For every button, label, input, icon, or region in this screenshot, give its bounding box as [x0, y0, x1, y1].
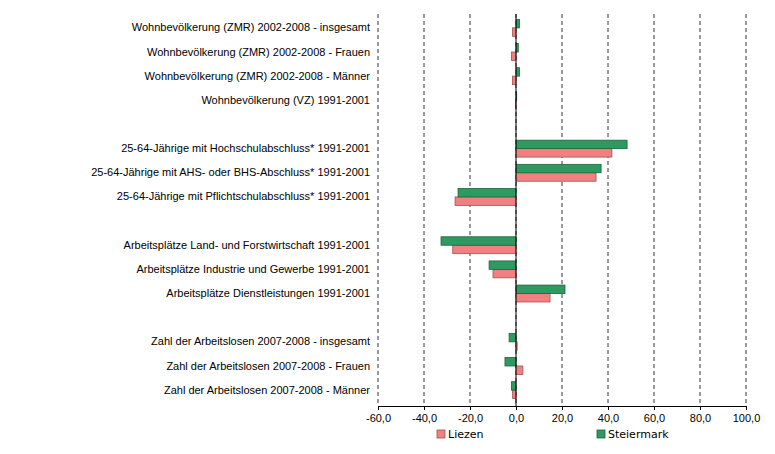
- tick: 0,0: [509, 406, 524, 424]
- legend-swatch: [437, 430, 445, 438]
- tick: 20,0: [552, 406, 573, 424]
- bar: [453, 245, 516, 253]
- category-tick: 25-64-Jährige mit Pflichtschulabschluss*…: [117, 190, 370, 202]
- category-label: Zahl der Arbeitslosen 2007-2008 - Männer: [164, 384, 370, 396]
- grid-line: [516, 14, 517, 406]
- grid-line: [654, 14, 655, 406]
- category-label: Wohnbevölkerung (ZMR) 2002-2008 - insges…: [132, 21, 370, 33]
- tick-mark: [516, 406, 517, 410]
- tick-mark: [746, 406, 747, 410]
- category-tick: Zahl der Arbeitslosen 2007-2008 - Männer: [164, 384, 370, 396]
- category-tick: 25-64-Jährige mit AHS- oder BHS-Abschlus…: [91, 166, 370, 178]
- grid: [378, 14, 746, 406]
- bar: [516, 173, 596, 181]
- chart: -60,0 -40,0 -20,0 0,0 20,0 40,0 60,0 80,0 100,0 W…: [0, 0, 775, 454]
- legend: Liezen Steiermark: [437, 428, 669, 441]
- bar: [493, 269, 516, 277]
- grid-line: [470, 14, 471, 406]
- bar: [441, 237, 516, 245]
- tick: -60,0: [366, 406, 391, 424]
- bar: [516, 164, 601, 172]
- grid-line: [608, 14, 609, 406]
- grid-line: [562, 14, 563, 406]
- tick-label: 20,0: [552, 412, 573, 424]
- tick: 40,0: [598, 406, 619, 424]
- category-label: Zahl der Arbeitslosen 2007-2008 - insges…: [151, 335, 370, 347]
- category-label: Wohnbevölkerung (ZMR) 2002-2008 - Männer: [145, 70, 371, 82]
- category-label: Arbeitsplätze Industrie und Gewerbe 1991…: [136, 263, 370, 275]
- category-tick: Wohnbevölkerung (ZMR) 2002-2008 - Frauen: [147, 46, 370, 58]
- tick: 60,0: [644, 406, 665, 424]
- series: [441, 19, 627, 390]
- zero-line: [516, 14, 517, 406]
- grid-line: [378, 14, 379, 406]
- category-label: Zahl der Arbeitslosen 2007-2008 - Frauen: [166, 360, 370, 372]
- category-label: Wohnbevölkerung (ZMR) 2002-2008 - Frauen: [147, 46, 370, 58]
- grid-line: [424, 14, 425, 406]
- tick-label: -20,0: [458, 412, 483, 424]
- category-tick: Arbeitsplätze Dienstleistungen 1991-2001: [166, 287, 370, 299]
- y-axis: Wohnbevölkerung (ZMR) 2002-2008 - insges…: [91, 21, 370, 395]
- bar: [509, 333, 516, 341]
- category-label: Arbeitsplätze Dienstleistungen 1991-2001: [166, 287, 370, 299]
- category-tick: 25-64-Jährige mit Hochschulabschluss* 19…: [121, 142, 370, 154]
- bar: [516, 366, 523, 374]
- bar: [455, 197, 516, 205]
- bar: [516, 140, 627, 148]
- bar: [516, 149, 612, 157]
- bar: [516, 19, 519, 27]
- tick-mark: [700, 406, 701, 410]
- bar: [516, 285, 565, 293]
- tick-label: 100,0: [733, 412, 761, 424]
- category-label: Wohnbevölkerung (VZ) 1991-2001: [201, 94, 370, 106]
- category-label: 25-64-Jährige mit Pflichtschulabschluss*…: [117, 190, 370, 202]
- bar: [516, 68, 519, 76]
- category-tick: Arbeitsplätze Industrie und Gewerbe 1991…: [136, 263, 370, 275]
- tick-mark: [654, 406, 655, 410]
- grid-line: [700, 14, 701, 406]
- tick: 80,0: [690, 406, 711, 424]
- category-tick: Wohnbevölkerung (VZ) 1991-2001: [201, 94, 370, 106]
- legend-label: Steiermark: [608, 428, 669, 441]
- tick-label: 0,0: [509, 412, 524, 424]
- category-tick: Arbeitsplätze Land- und Forstwirtschaft …: [124, 239, 370, 251]
- tick: 100,0: [733, 406, 761, 424]
- series: [453, 28, 612, 399]
- bar: [516, 294, 550, 302]
- category-tick: Wohnbevölkerung (ZMR) 2002-2008 - insges…: [132, 21, 370, 33]
- tick-mark: [424, 406, 425, 410]
- category-tick: Zahl der Arbeitslosen 2007-2008 - Frauen: [166, 360, 370, 372]
- bar: [513, 76, 516, 84]
- tick: -40,0: [412, 406, 437, 424]
- plot: -60,0 -40,0 -20,0 0,0 20,0 40,0 60,0 80,0 100,0 W…: [91, 14, 760, 424]
- tick-label: 80,0: [690, 412, 711, 424]
- tick-label: 40,0: [598, 412, 619, 424]
- bar: [458, 188, 516, 196]
- legend-swatch: [597, 430, 605, 438]
- category-tick: Zahl der Arbeitslosen 2007-2008 - insges…: [151, 335, 370, 347]
- grid-line: [746, 14, 747, 406]
- legend-label: Liezen: [448, 428, 483, 441]
- tick-mark: [470, 406, 471, 410]
- axis-line: [379, 407, 747, 411]
- category-label: Arbeitsplätze Land- und Forstwirtschaft …: [124, 239, 370, 251]
- bar: [505, 358, 516, 366]
- tick-label: -40,0: [412, 412, 437, 424]
- x-axis: -60,0 -40,0 -20,0 0,0 20,0 40,0 60,0 80,0 100,0: [366, 406, 760, 424]
- tick-label: -60,0: [366, 412, 391, 424]
- tick-mark: [378, 406, 379, 410]
- tick-label: 60,0: [644, 412, 665, 424]
- bar: [489, 261, 516, 269]
- category-label: 25-64-Jährige mit AHS- oder BHS-Abschlus…: [91, 166, 370, 178]
- tick-mark: [608, 406, 609, 410]
- tick: -20,0: [458, 406, 483, 424]
- tick-mark: [562, 406, 563, 410]
- bars: [441, 19, 627, 398]
- category-tick: Wohnbevölkerung (ZMR) 2002-2008 - Männer: [145, 70, 371, 82]
- bar: [511, 382, 516, 390]
- category-label: 25-64-Jährige mit Hochschulabschluss* 19…: [121, 142, 370, 154]
- bar: [513, 28, 516, 36]
- bar: [513, 390, 516, 398]
- bar: [511, 52, 516, 60]
